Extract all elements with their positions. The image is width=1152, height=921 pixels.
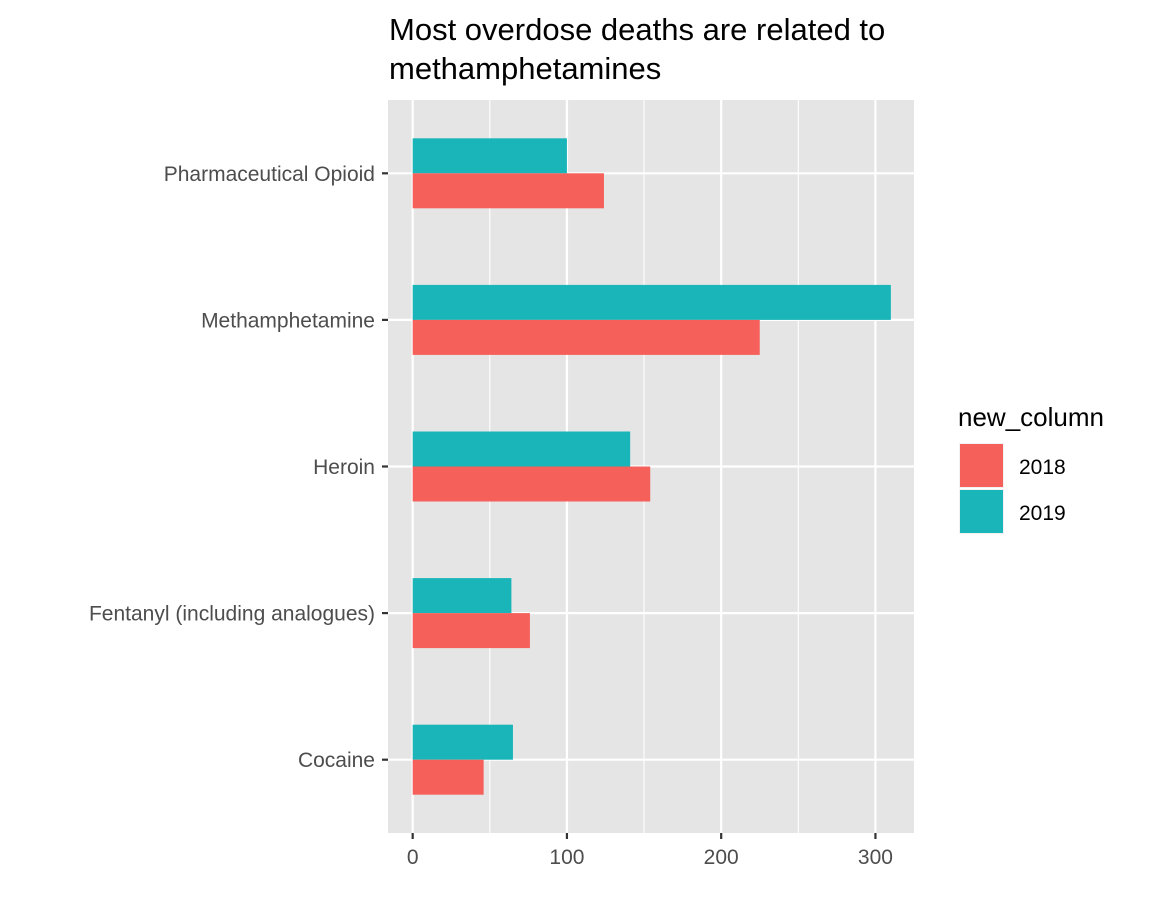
- x-axis: 0 100 200 300: [407, 833, 893, 869]
- y-tick-label: Fentanyl (including analogues): [89, 603, 375, 626]
- legend-label-2019: 2019: [1019, 502, 1066, 525]
- bar-2019: [412, 284, 891, 320]
- y-tick-label: Cocaine: [298, 749, 375, 772]
- y-axis: Pharmaceutical Opioid Methamphetamine Hero…: [89, 163, 388, 772]
- legend-swatch-2018: [960, 444, 1003, 487]
- x-tick-label: 0: [407, 846, 419, 869]
- x-tick-label: 100: [549, 846, 584, 869]
- chart-title-line-1: Most overdose deaths are related to: [389, 12, 885, 47]
- y-tick-label: Pharmaceutical Opioid: [164, 163, 375, 186]
- bar-2019: [412, 578, 512, 614]
- x-tick-label: 200: [704, 846, 739, 869]
- bar-2019: [412, 138, 567, 174]
- legend-title: new_column: [958, 402, 1104, 432]
- y-tick-label: Heroin: [313, 456, 375, 479]
- bars: [412, 138, 891, 795]
- legend-swatch-2019: [960, 490, 1003, 533]
- x-tick-label: 300: [858, 846, 893, 869]
- legend: new_column 2018 2019: [958, 402, 1104, 534]
- bar-2018: [412, 613, 530, 649]
- y-tick-label: Methamphetamine: [201, 309, 375, 332]
- bar-2018: [412, 466, 651, 502]
- bar-2018: [412, 759, 484, 795]
- bar-2019: [412, 724, 513, 760]
- legend-label-2018: 2018: [1019, 456, 1066, 479]
- bar-2018: [412, 319, 760, 355]
- chart-title-line-2: methamphetamines: [389, 51, 661, 86]
- bar-2018: [412, 173, 604, 209]
- bar-2019: [412, 431, 631, 467]
